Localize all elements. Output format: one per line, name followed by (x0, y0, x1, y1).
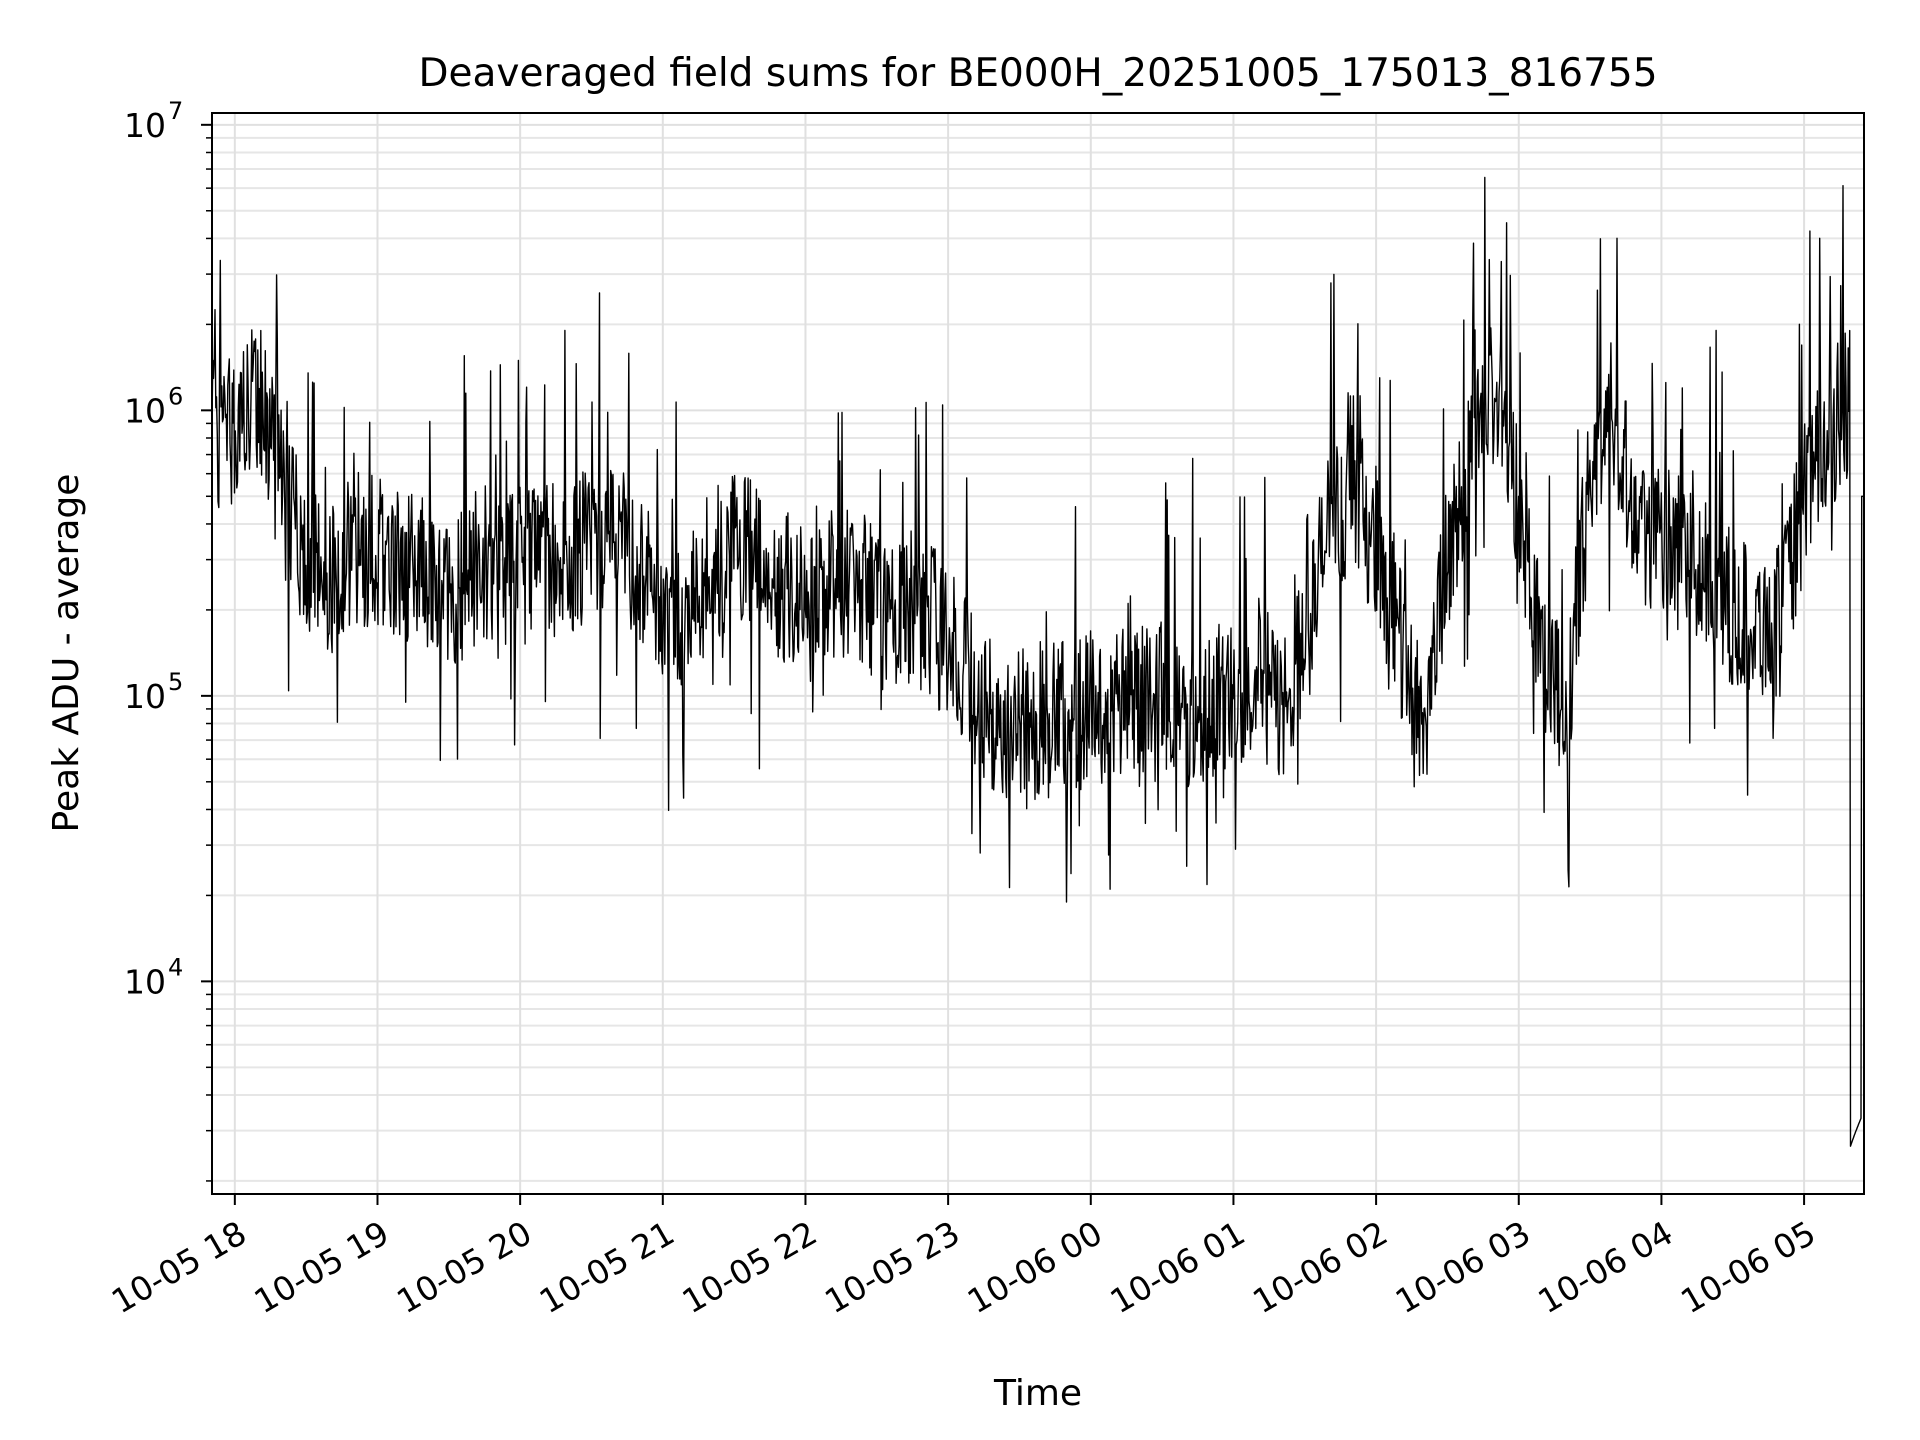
x-tick-label: 10-06 04 (1531, 1213, 1679, 1321)
y-tick-exponent: 4 (168, 953, 183, 981)
series-line (211, 176, 1864, 1147)
x-tick-label: 10-06 05 (1674, 1213, 1822, 1321)
series (211, 176, 1864, 1147)
x-tick-label: 10-05 19 (247, 1213, 395, 1321)
y-tick-label: 10 (124, 391, 166, 430)
x-tick-label: 10-05 21 (533, 1213, 681, 1321)
grid (212, 113, 1864, 1194)
x-tick-label: 10-06 01 (1103, 1213, 1251, 1321)
x-axis-label: Time (993, 1373, 1082, 1414)
x-tick-label: 10-05 22 (675, 1213, 823, 1321)
y-tick-label: 10 (124, 106, 166, 145)
y-axis-label: Peak ADU - average (46, 474, 87, 833)
x-tick-label: 10-06 02 (1246, 1213, 1394, 1321)
x-tick-label: 10-05 20 (390, 1213, 538, 1321)
y-tick-label: 10 (124, 962, 166, 1001)
x-tick-label: 10-05 23 (818, 1213, 966, 1321)
y-tick-exponent: 5 (168, 668, 183, 696)
y-tick-exponent: 6 (168, 382, 183, 410)
x-tick-label: 10-05 18 (105, 1213, 253, 1321)
y-tick-label: 10 (124, 677, 166, 716)
x-tick-label: 10-06 03 (1389, 1213, 1537, 1321)
chart-title: Deaveraged field sums for BE000H_2025100… (418, 51, 1657, 96)
y-tick-exponent: 7 (168, 97, 183, 125)
plot-frame (211, 112, 1865, 1195)
x-tick-label: 10-06 00 (961, 1213, 1109, 1321)
